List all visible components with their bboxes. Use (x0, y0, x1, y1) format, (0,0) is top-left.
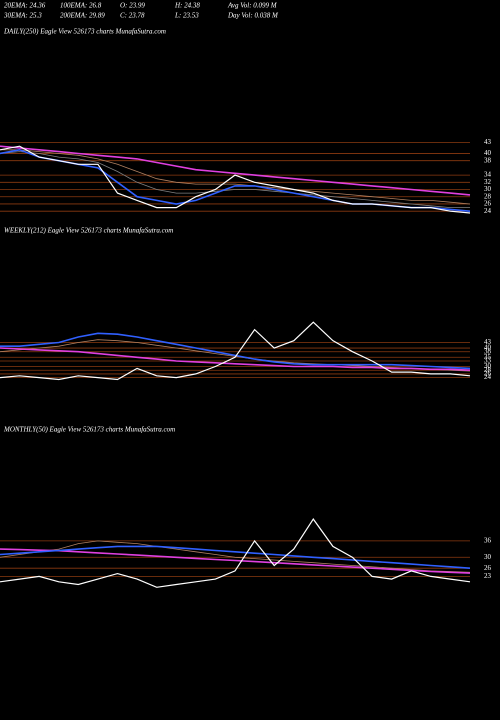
y-tick-label: 40 (484, 149, 492, 157)
y-tick-label: 38 (484, 347, 492, 355)
series-line (0, 518, 471, 588)
series-line (0, 151, 470, 209)
header-stat: 200EMA: 29.89 (60, 12, 105, 20)
header-stat: Avg Vol: 0.099 M (227, 2, 278, 10)
y-tick-label: 30 (484, 185, 492, 193)
header-stat: 100EMA: 26.8 (60, 2, 102, 10)
y-tick-label: 26 (484, 200, 492, 208)
panel-title: MONTHLY(50) Eagle View 526173 charts Mun… (3, 426, 175, 434)
y-tick-label: 23 (484, 572, 492, 580)
series-line (0, 540, 471, 573)
y-tick-label: 28 (484, 366, 492, 374)
y-tick-label: 30 (484, 362, 492, 370)
series-line (0, 332, 471, 370)
y-tick-label: 30 (484, 553, 492, 561)
y-tick-label: 32 (484, 178, 492, 186)
y-tick-label: 24 (484, 373, 492, 381)
header-stat: H: 24.38 (174, 2, 200, 10)
header-stat: 30EMA: 25.3 (3, 12, 42, 20)
y-tick-label: 36 (484, 537, 492, 545)
panel-title: WEEKLY(212) Eagle View 526173 charts Mun… (4, 227, 173, 235)
y-tick-label: 43 (484, 138, 492, 146)
series-line (0, 145, 471, 214)
series-line (0, 149, 471, 205)
series-line (0, 548, 471, 574)
series-line (0, 321, 471, 381)
series-line (0, 545, 471, 569)
header-stat: Day Vol: 0.038 M (227, 12, 279, 20)
y-tick-label: 35 (484, 353, 492, 361)
y-tick-label: 33 (484, 357, 492, 365)
y-tick-label: 24 (484, 207, 492, 215)
y-tick-label: 40 (484, 344, 492, 352)
header-stat: 20EMA: 24.36 (4, 2, 46, 10)
header-stat: C: 23.78 (120, 12, 145, 20)
y-tick-label: 26 (484, 370, 492, 378)
series-line (0, 145, 471, 196)
header-stat: L: 23.53 (174, 12, 199, 20)
y-tick-label: 26 (484, 564, 492, 572)
panel-title: DAILY(250) Eagle View 526173 charts Muna… (3, 28, 166, 36)
y-tick-label: 38 (484, 156, 492, 164)
header-stat: O: 23.99 (120, 2, 145, 10)
y-tick-label: 34 (484, 171, 492, 179)
y-tick-label: 28 (484, 192, 492, 200)
y-tick-label: 43 (484, 338, 492, 346)
series-line (0, 347, 471, 371)
